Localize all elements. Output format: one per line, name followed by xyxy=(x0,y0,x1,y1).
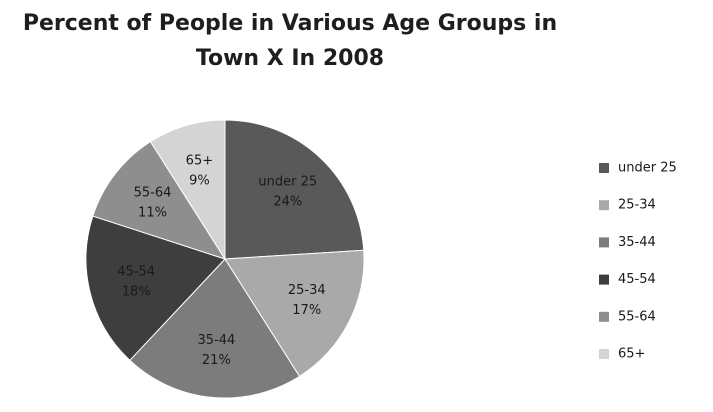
pie-slice xyxy=(92,140,227,260)
slice-category-label: 65+ xyxy=(186,153,213,168)
slice-value-label: 18% xyxy=(122,284,151,299)
legend-label: 25-34 xyxy=(618,198,656,213)
legend-label: 65+ xyxy=(618,347,645,362)
slice-category-label: 35-44 xyxy=(197,333,235,348)
legend-label: 55-64 xyxy=(618,309,656,324)
slice-category-label: 25-34 xyxy=(288,283,326,298)
slice-value-label: 24% xyxy=(273,195,302,210)
legend-swatch xyxy=(599,349,609,359)
legend-swatch xyxy=(599,237,609,248)
chart-title: Percent of People in Various Age Groups … xyxy=(22,11,558,71)
pie-slice xyxy=(224,249,365,378)
slice-category-label: under 25 xyxy=(258,175,317,190)
legend-swatch xyxy=(599,163,609,173)
slice-value-label: 17% xyxy=(292,303,321,318)
legend-label: 35-44 xyxy=(618,235,656,250)
legend-label: 45-54 xyxy=(618,272,656,287)
slice-category-label: 45-54 xyxy=(117,264,155,279)
legend-swatch xyxy=(599,274,609,285)
pie-slice xyxy=(224,119,365,260)
slice-value-label: 21% xyxy=(202,353,231,368)
slice-category-label: 55-64 xyxy=(134,185,172,200)
legend-swatch xyxy=(599,200,609,211)
pie-slice xyxy=(85,215,226,362)
legend-label: under 25 xyxy=(618,161,677,176)
legend-swatch xyxy=(599,311,609,322)
pie-slice xyxy=(129,258,301,399)
pie-slice xyxy=(149,119,226,261)
slice-value-label: 9% xyxy=(189,173,210,188)
slice-value-label: 11% xyxy=(138,205,167,220)
